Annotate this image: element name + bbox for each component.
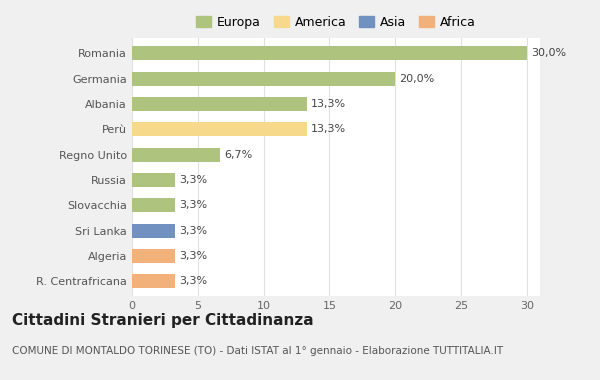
Bar — [132, 71, 395, 86]
Legend: Europa, America, Asia, Africa: Europa, America, Asia, Africa — [191, 11, 481, 34]
Bar — [132, 198, 175, 212]
Bar — [132, 46, 527, 60]
Text: 20,0%: 20,0% — [399, 74, 434, 84]
Bar — [132, 147, 220, 162]
Text: 3,3%: 3,3% — [179, 226, 208, 236]
Bar — [132, 223, 175, 238]
Text: Cittadini Stranieri per Cittadinanza: Cittadini Stranieri per Cittadinanza — [12, 314, 314, 328]
Text: 13,3%: 13,3% — [311, 99, 346, 109]
Text: 3,3%: 3,3% — [179, 200, 208, 210]
Text: 30,0%: 30,0% — [531, 48, 566, 58]
Text: 13,3%: 13,3% — [311, 124, 346, 134]
Bar — [132, 173, 175, 187]
Text: 6,7%: 6,7% — [224, 150, 253, 160]
Text: COMUNE DI MONTALDO TORINESE (TO) - Dati ISTAT al 1° gennaio - Elaborazione TUTTI: COMUNE DI MONTALDO TORINESE (TO) - Dati … — [12, 346, 503, 356]
Text: 3,3%: 3,3% — [179, 251, 208, 261]
Text: 3,3%: 3,3% — [179, 175, 208, 185]
Bar — [132, 274, 175, 288]
Bar — [132, 122, 307, 136]
Bar — [132, 97, 307, 111]
Text: 3,3%: 3,3% — [179, 276, 208, 286]
Bar — [132, 249, 175, 263]
